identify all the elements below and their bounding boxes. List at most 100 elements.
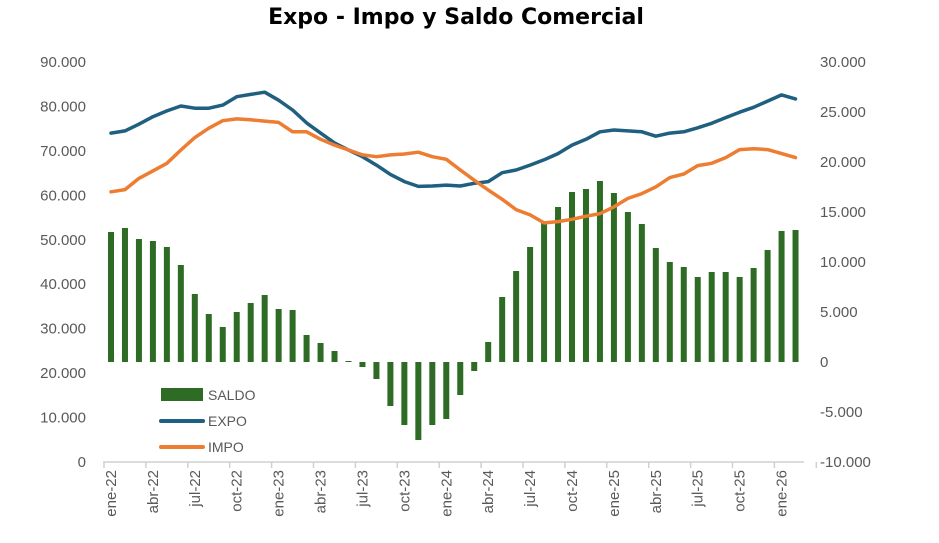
y-right-tick-label: 30.000 <box>820 54 866 71</box>
y-axis-right: -10.000 -5.000 0 5.000 10.000 15.000 20.000 25.… <box>820 54 871 471</box>
saldo-bar <box>121 228 128 362</box>
expo-line <box>109 90 798 189</box>
saldo-bar <box>513 271 520 362</box>
saldo-bar <box>582 189 589 362</box>
y-left-tick-label: 30.000 <box>40 321 86 338</box>
x-tick-label: jul-25 <box>690 470 707 508</box>
saldo-bar <box>429 362 436 425</box>
saldo-bar <box>191 294 198 362</box>
x-tick-label: ene-24 <box>438 470 455 517</box>
y-right-tick-label: -10.000 <box>820 454 871 471</box>
saldo-bar <box>527 247 534 362</box>
y-axis-left: 0 10.000 20.000 30.000 40.000 50.000 60.000 70.… <box>40 54 86 471</box>
x-tick-label: jul-23 <box>354 470 371 508</box>
lines <box>109 90 798 225</box>
y-left-tick-label: 50.000 <box>40 232 86 249</box>
y-left-tick-label: 10.000 <box>40 410 86 427</box>
saldo-bar <box>499 297 506 362</box>
saldo-bar <box>624 212 631 362</box>
saldo-bar <box>792 230 799 362</box>
x-tick-label: abr-24 <box>480 470 497 513</box>
saldo-bar <box>177 265 184 362</box>
saldo-bar <box>638 224 645 362</box>
saldo-bar <box>219 327 226 362</box>
legend-label-expo: EXPO <box>208 413 247 429</box>
saldo-bar <box>247 303 254 362</box>
saldo-bar <box>666 262 673 362</box>
saldo-bar <box>778 231 785 362</box>
x-tick-label: abr-23 <box>313 470 330 513</box>
saldo-bars <box>108 181 799 440</box>
saldo-bar <box>261 295 268 362</box>
legend-label-impo: IMPO <box>208 439 244 455</box>
impo-line <box>109 117 798 225</box>
y-left-tick-label: 0 <box>78 454 86 471</box>
y-right-tick-label: 20.000 <box>820 154 866 171</box>
x-tick-label: oct-23 <box>396 470 413 512</box>
saldo-bar <box>205 314 212 362</box>
y-right-tick-label: 15.000 <box>820 204 866 221</box>
saldo-bar <box>135 239 142 362</box>
x-tick-label: oct-22 <box>229 470 246 512</box>
y-left-tick-label: 80.000 <box>40 98 86 115</box>
saldo-bar <box>764 250 771 362</box>
x-tick-label: ene-22 <box>103 470 120 517</box>
saldo-bar <box>750 268 757 362</box>
x-tick-label: abr-22 <box>145 470 162 513</box>
saldo-bar <box>275 309 282 362</box>
saldo-bar <box>303 335 310 362</box>
saldo-bar <box>736 277 743 362</box>
legend-label-saldo: SALDO <box>208 387 256 403</box>
saldo-bar <box>233 312 240 362</box>
saldo-bar <box>163 247 170 362</box>
saldo-bar <box>331 351 338 362</box>
legend: SALDO EXPO IMPO <box>159 387 256 455</box>
saldo-bar <box>108 232 114 362</box>
saldo-bar <box>596 181 603 362</box>
y-right-tick-label: 5.000 <box>820 304 858 321</box>
saldo-bar <box>457 362 464 395</box>
x-tick-label: ene-23 <box>271 470 288 517</box>
saldo-bar <box>485 342 492 362</box>
saldo-bar <box>373 362 380 379</box>
x-axis: ene-22 abr-22 jul-22 oct-22 ene-23 abr-23 jul-… <box>103 462 818 517</box>
saldo-bar <box>541 222 548 362</box>
y-left-tick-label: 20.000 <box>40 365 86 382</box>
saldo-bar <box>317 343 324 362</box>
saldo-bar <box>694 277 701 362</box>
x-tick-label: oct-24 <box>564 470 581 512</box>
legend-swatch-saldo <box>161 388 203 401</box>
y-right-tick-label: 10.000 <box>820 254 866 271</box>
saldo-bar <box>680 267 687 362</box>
x-tick-label: jul-24 <box>522 470 539 508</box>
saldo-bar <box>471 362 478 371</box>
chart-title: Expo - Impo y Saldo Comercial <box>268 5 644 30</box>
x-tick-label: oct-25 <box>732 470 749 512</box>
x-tick-label: ene-25 <box>606 470 623 517</box>
y-right-tick-label: 25.000 <box>820 104 866 121</box>
x-tick-label: abr-25 <box>648 470 665 513</box>
saldo-bar <box>708 272 715 362</box>
saldo-bar <box>359 362 366 367</box>
saldo-bar <box>387 362 394 406</box>
saldo-bar <box>149 241 156 362</box>
saldo-bar <box>722 272 729 362</box>
saldo-bar <box>652 248 659 362</box>
y-left-tick-label: 70.000 <box>40 143 86 160</box>
saldo-bar <box>345 361 352 362</box>
y-right-tick-label: 0 <box>820 354 828 371</box>
saldo-bar <box>289 310 296 362</box>
saldo-bar <box>415 362 422 440</box>
y-left-tick-label: 90.000 <box>40 54 86 71</box>
y-left-tick-label: 40.000 <box>40 276 86 293</box>
x-tick-label: jul-22 <box>187 470 204 508</box>
x-tick-label: ene-26 <box>774 470 791 517</box>
y-right-tick-label: -5.000 <box>820 404 863 421</box>
saldo-bar <box>610 193 617 362</box>
y-left-tick-label: 60.000 <box>40 187 86 204</box>
saldo-bar <box>443 362 450 419</box>
saldo-bar <box>569 192 576 362</box>
saldo-bar <box>401 362 408 425</box>
saldo-bar <box>555 207 562 362</box>
